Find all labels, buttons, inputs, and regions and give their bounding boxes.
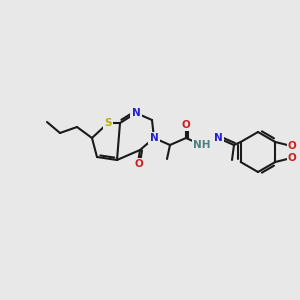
Text: O: O	[288, 141, 297, 151]
Text: N: N	[150, 133, 158, 143]
Text: N: N	[132, 108, 140, 118]
Text: O: O	[288, 153, 297, 163]
Text: NH: NH	[193, 140, 211, 150]
Text: O: O	[135, 159, 143, 169]
Text: S: S	[104, 118, 112, 128]
Text: O: O	[182, 120, 190, 130]
Text: N: N	[214, 133, 222, 143]
